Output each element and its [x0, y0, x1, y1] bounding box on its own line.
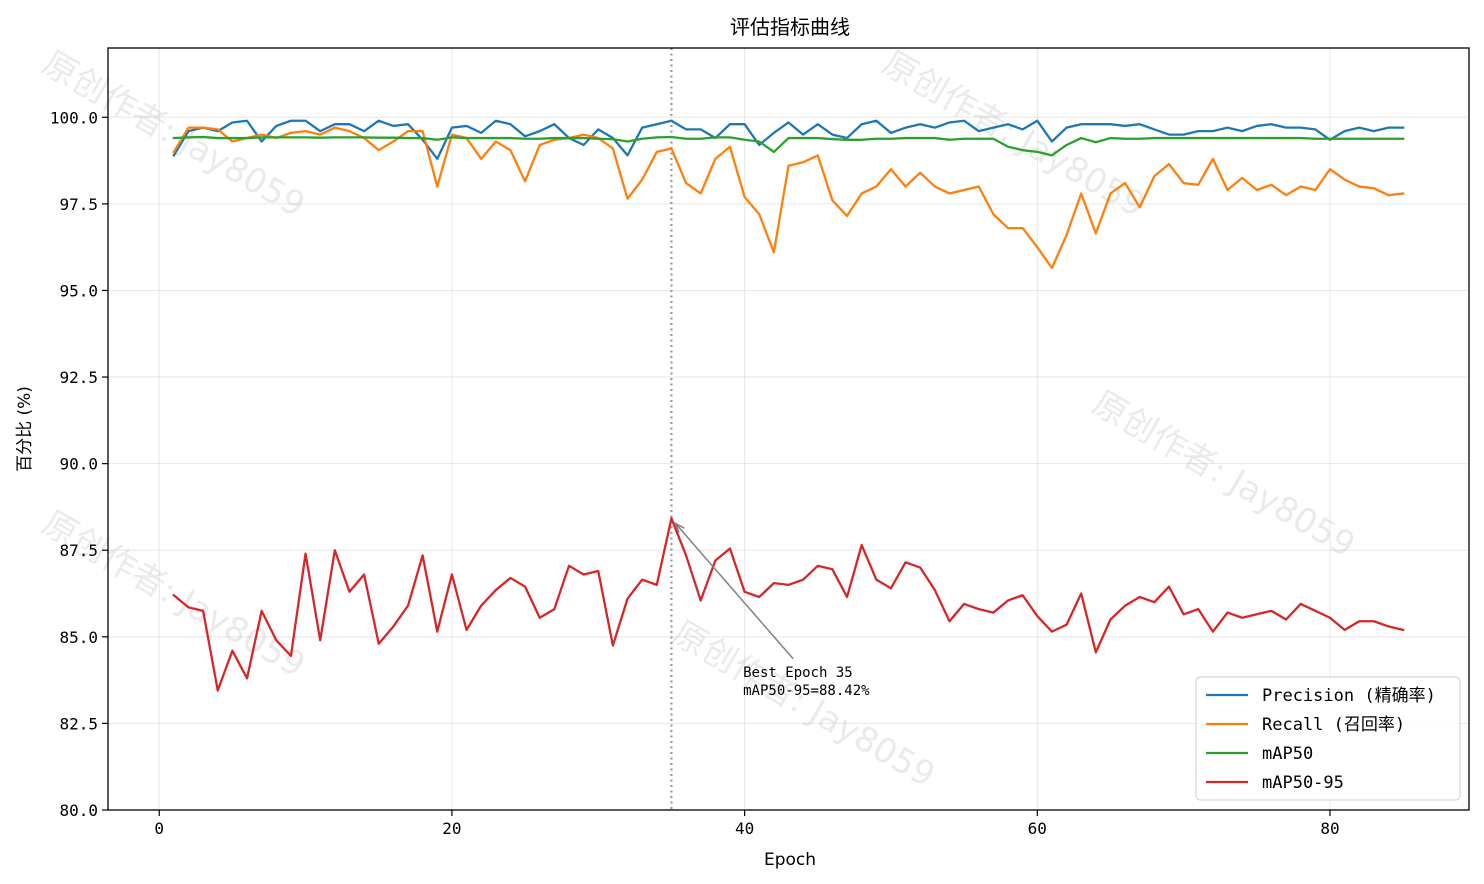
y-tick-label: 97.5 — [59, 195, 98, 214]
x-axis-label: Epoch — [764, 850, 816, 870]
axis-ticks: 0 20 40 60 80 80.0 82.5 85.0 87.5 90.0 92.5 95.0 97.… — [50, 108, 1340, 838]
y-tick-label: 87.5 — [59, 541, 98, 560]
series-layer — [172, 119, 1405, 692]
legend-label: Precision (精确率) — [1262, 686, 1436, 706]
legend-label: mAP50-95 — [1262, 773, 1344, 793]
x-tick-label: 0 — [154, 819, 164, 838]
annotation-text-line2: mAP50-95=88.42% — [743, 683, 870, 699]
series-line-precision — [172, 119, 1405, 160]
y-axis-label: 百分比 (%) — [15, 386, 35, 472]
y-tick-label: 85.0 — [59, 628, 98, 647]
x-tick-label: 20 — [442, 819, 461, 838]
annotation-arrowhead — [673, 521, 685, 533]
x-tick-label: 60 — [1028, 819, 1047, 838]
watermark-text: 原创作者: Jay8059 — [876, 43, 1152, 226]
y-tick-label: 100.0 — [50, 108, 98, 127]
annotation-layer: Best Epoch 35 mAP50-95=88.42% — [673, 521, 870, 699]
x-tick-label: 40 — [735, 819, 754, 838]
series-line-recall — [172, 126, 1405, 270]
y-tick-label: 95.0 — [59, 281, 98, 300]
chart-title: 评估指标曲线 — [730, 15, 850, 39]
series-line-map50 — [172, 135, 1405, 157]
plot-frame — [107, 47, 1470, 811]
y-tick-label: 80.0 — [59, 801, 98, 820]
series-line-map50-95 — [172, 517, 1405, 692]
legend-label: mAP50 — [1262, 744, 1313, 764]
annotation-text-line1: Best Epoch 35 — [743, 665, 853, 681]
x-tick-label: 80 — [1320, 819, 1339, 838]
legend: Precision (精确率) Recall (召回率) mAP50 mAP50-95 — [1195, 676, 1461, 801]
watermark-text: 原创作者: Jay8059 — [666, 613, 942, 796]
annotation-arrow — [674, 522, 794, 660]
legend-label: Recall (召回率) — [1262, 715, 1405, 735]
y-tick-label: 92.5 — [59, 368, 98, 387]
watermark-text: 原创作者: Jay8059 — [1086, 383, 1362, 566]
legend-box — [1195, 676, 1461, 801]
y-tick-label: 90.0 — [59, 455, 98, 474]
y-tick-label: 82.5 — [59, 714, 98, 733]
